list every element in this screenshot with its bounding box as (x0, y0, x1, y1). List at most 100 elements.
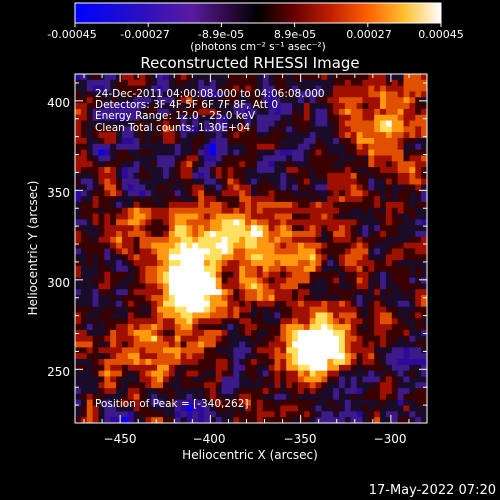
heatmap-cell (92, 260, 99, 267)
heatmap-cell (174, 283, 181, 290)
heatmap-cell (215, 74, 223, 81)
heatmap-cell (116, 242, 123, 249)
heatmap-cell (86, 341, 93, 348)
heatmap-cell (192, 329, 199, 337)
heatmap-cell (104, 277, 111, 284)
heatmap-cell (391, 120, 399, 127)
heatmap-cell (145, 289, 152, 296)
heatmap-cell (198, 219, 205, 226)
heatmap-cell (251, 318, 258, 325)
heatmap-cell (403, 79, 410, 87)
heatmap-cell (333, 126, 340, 133)
heatmap-cell (221, 114, 228, 121)
heatmap-cell (233, 74, 240, 81)
heatmap-cell (368, 295, 375, 302)
heatmap-cell (86, 399, 93, 406)
heatmap-cell (92, 277, 99, 284)
heatmap-cell (127, 359, 135, 366)
heatmap-cell (80, 120, 88, 127)
heatmap-cell (145, 79, 152, 87)
heatmap-cell (121, 149, 129, 156)
heatmap-cell (262, 248, 269, 255)
heatmap-cell (92, 242, 99, 249)
heatmap-cell (362, 242, 369, 249)
heatmap-cell (409, 341, 416, 348)
heatmap-cell (86, 103, 93, 110)
heatmap-cell (280, 155, 287, 162)
heatmap-cell (110, 178, 117, 185)
heatmap-cell (409, 329, 416, 337)
heatmap-cell (274, 370, 281, 377)
heatmap-cell (233, 347, 240, 354)
plot-frame (74, 73, 428, 424)
heatmap-cell (116, 277, 123, 284)
heatmap-cell (180, 359, 187, 366)
heatmap-cell (104, 126, 111, 133)
heatmap-cell (98, 277, 105, 284)
heatmap-cell (86, 172, 93, 180)
heatmap-cell (292, 97, 299, 104)
heatmap-cell (145, 335, 152, 342)
heatmap-cell (339, 126, 346, 133)
heatmap-cell (145, 370, 152, 377)
heatmap-cell (145, 376, 152, 383)
heatmap-cell (75, 190, 82, 197)
heatmap-cell (397, 143, 404, 151)
heatmap-cell (168, 126, 176, 133)
heatmap-cell (127, 312, 135, 319)
heatmap-cell (327, 300, 334, 308)
heatmap-cell (186, 167, 193, 174)
heatmap-cell (186, 155, 193, 162)
heatmap-cell (374, 359, 381, 366)
heatmap-cell (268, 260, 275, 267)
heatmap-cell (297, 213, 305, 220)
heatmap-cell (174, 143, 181, 151)
heatmap-cell (251, 196, 258, 203)
heatmap-cell (292, 306, 299, 313)
heatmap-cell (339, 248, 346, 255)
heatmap-cell (151, 207, 158, 214)
heatmap-cell (127, 85, 135, 92)
heatmap-cell (380, 79, 387, 87)
heatmap-cell (75, 306, 82, 313)
heatmap-cell (368, 364, 375, 372)
heatmap-cell (204, 277, 211, 284)
heatmap-cell (380, 399, 387, 406)
heatmap-cell (80, 300, 88, 308)
heatmap-cell (104, 143, 111, 151)
heatmap-cell (198, 312, 205, 319)
heatmap-cell (209, 114, 217, 121)
heatmap-cell (262, 347, 269, 354)
heatmap-cell (86, 370, 93, 377)
heatmap-cell (168, 97, 176, 104)
heatmap-cell (339, 85, 346, 92)
heatmap-cell (163, 172, 170, 180)
heatmap-cell (104, 248, 111, 255)
heatmap-cell (274, 74, 281, 81)
heatmap-cell (198, 283, 205, 290)
heatmap-cell (421, 289, 428, 296)
heatmap-cell (256, 347, 264, 354)
heatmap-cell (145, 283, 152, 290)
heatmap-cell (292, 172, 299, 180)
heatmap-cell (110, 312, 117, 319)
heatmap-cell (327, 295, 334, 302)
heatmap-cell (321, 405, 328, 412)
heatmap-cell (415, 114, 422, 121)
heatmap-cell (145, 201, 152, 209)
heatmap-cell (274, 393, 281, 401)
heatmap-cell (292, 260, 299, 267)
heatmap-cell (303, 97, 311, 104)
heatmap-cell (315, 364, 322, 372)
heatmap-cell (309, 161, 316, 168)
heatmap-cell (374, 137, 381, 145)
heatmap-cell (116, 149, 123, 156)
heatmap-cell (116, 341, 123, 348)
heatmap-cell (116, 207, 123, 214)
heatmap-cell (339, 201, 346, 209)
heatmap-cell (391, 347, 399, 354)
heatmap-cell (339, 417, 346, 424)
heatmap-cell (356, 108, 363, 116)
heatmap-cell (397, 236, 404, 244)
heatmap-cell (350, 248, 357, 255)
